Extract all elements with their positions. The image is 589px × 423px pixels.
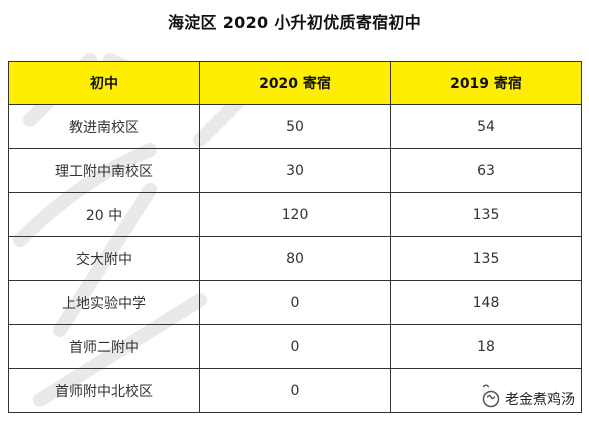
boarding-2019: 18 xyxy=(390,324,582,369)
boarding-2019: 63 xyxy=(390,148,582,193)
school-name: 上地实验中学 xyxy=(8,280,200,325)
school-name: 教进南校区 xyxy=(8,104,200,149)
table-row: 首师二附中 0 18 xyxy=(8,324,582,369)
boarding-2019: 148 xyxy=(390,280,582,325)
table-row: 20 中 120 135 xyxy=(8,192,582,237)
header-2019-boarding: 2019 寄宿 xyxy=(390,61,582,105)
boarding-2020: 50 xyxy=(199,104,391,149)
table-header-row: 初中 2020 寄宿 2019 寄宿 xyxy=(8,61,582,105)
page-title: 海淀区 2020 小升初优质寄宿初中 xyxy=(167,13,422,32)
table-row: 上地实验中学 0 148 xyxy=(8,280,582,325)
boarding-2020: 0 xyxy=(199,368,391,413)
boarding-table: 初中 2020 寄宿 2019 寄宿 教进南校区 50 54 理工附中南校区 3… xyxy=(8,61,582,413)
boarding-2020: 0 xyxy=(199,324,391,369)
boarding-2020: 80 xyxy=(199,236,391,281)
school-name: 首师附中北校区 xyxy=(8,368,200,413)
wechat-channel-icon xyxy=(482,390,500,408)
boarding-2019: 135 xyxy=(390,236,582,281)
boarding-2019: 135 xyxy=(390,192,582,237)
boarding-2020: 30 xyxy=(199,148,391,193)
boarding-2019: 54 xyxy=(390,104,582,149)
school-name: 交大附中 xyxy=(8,236,200,281)
table-row: 教进南校区 50 54 xyxy=(8,104,582,149)
header-2020-boarding: 2020 寄宿 xyxy=(199,61,391,105)
school-name: 20 中 xyxy=(8,192,200,237)
brand-watermark: 老金煮鸡汤 xyxy=(478,387,579,411)
table-row: 理工附中南校区 30 63 xyxy=(8,148,582,193)
brand-name: 老金煮鸡汤 xyxy=(505,392,575,408)
boarding-2020: 120 xyxy=(199,192,391,237)
school-name: 理工附中南校区 xyxy=(8,148,200,193)
table-row: 交大附中 80 135 xyxy=(8,236,582,281)
school-name: 首师二附中 xyxy=(8,324,200,369)
boarding-2020: 0 xyxy=(199,280,391,325)
header-school: 初中 xyxy=(8,61,200,105)
